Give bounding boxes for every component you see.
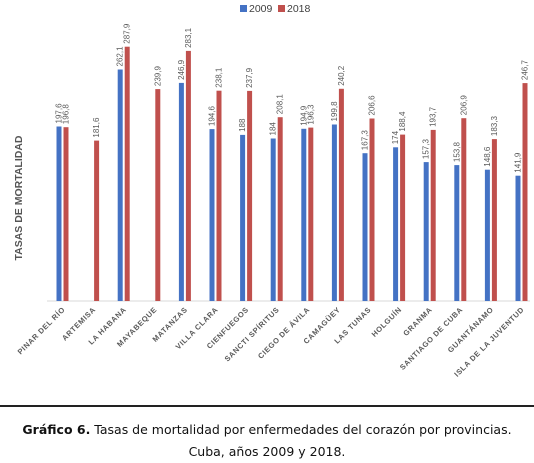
- bar-2009-9: [331, 124, 337, 301]
- caption-label: Gráfico 6.: [22, 422, 91, 437]
- bar-2009-0: [56, 126, 62, 301]
- value-label-2018-3: 239,9: [153, 66, 162, 87]
- value-label-2018-11: 188,4: [398, 111, 407, 132]
- value-label-2009-6: 188: [238, 118, 247, 132]
- value-label-2009-5: 194,6: [208, 106, 217, 127]
- value-label-2009-9: 199,8: [330, 101, 339, 122]
- bar-2018-10: [369, 118, 375, 301]
- legend: 2009 2018: [240, 3, 311, 15]
- bar-2009-11: [393, 147, 399, 301]
- chart: 2009 2018 TASAS DE MORTALIDAD 197,6196,8…: [13, 3, 530, 379]
- bar-2018-12: [430, 129, 436, 301]
- value-label-2009-0: 197,6: [55, 103, 64, 124]
- bar-2018-11: [400, 134, 406, 301]
- legend-label-2018: 2018: [287, 3, 311, 15]
- value-label-2018-2: 287,9: [123, 23, 132, 44]
- bar-2018-8: [308, 127, 314, 301]
- value-label-2009-12: 157,3: [422, 139, 431, 160]
- bar-2009-13: [454, 165, 460, 301]
- value-label-2018-7: 208,1: [276, 94, 285, 115]
- y-axis-label: TASAS DE MORTALIDAD: [13, 135, 25, 260]
- bars-group: [56, 46, 528, 302]
- bar-2018-14: [491, 139, 497, 301]
- bar-2009-6: [240, 134, 246, 301]
- bar-2018-1: [94, 140, 100, 301]
- bar-2009-2: [117, 69, 123, 301]
- value-label-2018-9: 240,2: [337, 65, 346, 86]
- bar-2018-2: [124, 46, 130, 302]
- value-label-2018-4: 283,1: [184, 27, 193, 48]
- category-label-11: HOLGUÍN: [370, 305, 404, 339]
- category-label-8: CIEGO DE ÁVILA: [256, 305, 312, 361]
- bar-2018-3: [155, 89, 161, 301]
- bar-2009-7: [270, 138, 276, 301]
- value-label-2009-14: 148,6: [483, 146, 492, 167]
- value-label-2009-13: 153,8: [452, 142, 461, 163]
- value-label-2018-14: 183,3: [490, 116, 499, 137]
- bar-2018-7: [277, 117, 283, 301]
- bar-2009-8: [301, 128, 307, 301]
- bar-2009-15: [515, 175, 521, 301]
- legend-swatch-2009: [240, 5, 247, 12]
- value-label-2018-6: 237,9: [245, 67, 254, 88]
- value-label-2018-15: 246,7: [521, 60, 530, 81]
- value-label-2009-15: 141,9: [514, 152, 523, 173]
- bar-2009-5: [209, 129, 215, 301]
- value-label-2018-0: 196,8: [62, 104, 71, 125]
- value-label-2009-4: 246,9: [177, 59, 186, 80]
- value-label-2018-1: 181,6: [92, 117, 101, 138]
- category-label-0: PINAR DEL RÍO: [16, 305, 67, 356]
- legend-swatch-2018: [278, 5, 285, 12]
- figure-caption: Gráfico 6. Tasas de mortalidad por enfer…: [0, 405, 534, 461]
- bar-2009-4: [178, 82, 184, 302]
- value-label-2018-12: 193,7: [429, 106, 438, 127]
- value-label-2009-8: 194,9: [299, 105, 308, 126]
- bar-2018-6: [247, 90, 253, 302]
- legend-label-2009: 2009: [249, 3, 273, 15]
- value-label-2018-8: 196,3: [306, 104, 315, 125]
- caption-line1: Tasas de mortalidad por enfermedades del…: [90, 422, 512, 437]
- value-label-2018-13: 206,9: [459, 95, 468, 116]
- value-label-2009-10: 167,3: [361, 130, 370, 151]
- bar-2018-4: [185, 50, 191, 302]
- category-label-7: SANCTI SPÍRITUS: [223, 305, 281, 363]
- bar-2018-15: [522, 83, 528, 301]
- bar-2018-13: [461, 118, 467, 301]
- bar-2018-0: [63, 127, 69, 301]
- value-label-2009-2: 262,1: [116, 46, 125, 67]
- value-label-2018-10: 206,6: [368, 95, 377, 116]
- caption-line2: Cuba, años 2009 y 2018.: [188, 444, 346, 459]
- bar-2009-14: [484, 169, 490, 301]
- bar-2009-10: [362, 153, 368, 301]
- value-label-2018-5: 238,1: [215, 67, 224, 88]
- bar-2018-9: [338, 88, 344, 301]
- value-label-2009-11: 174: [391, 130, 400, 144]
- value-label-2009-7: 184: [269, 122, 278, 136]
- bar-2018-5: [216, 90, 222, 301]
- bar-2009-12: [423, 162, 429, 301]
